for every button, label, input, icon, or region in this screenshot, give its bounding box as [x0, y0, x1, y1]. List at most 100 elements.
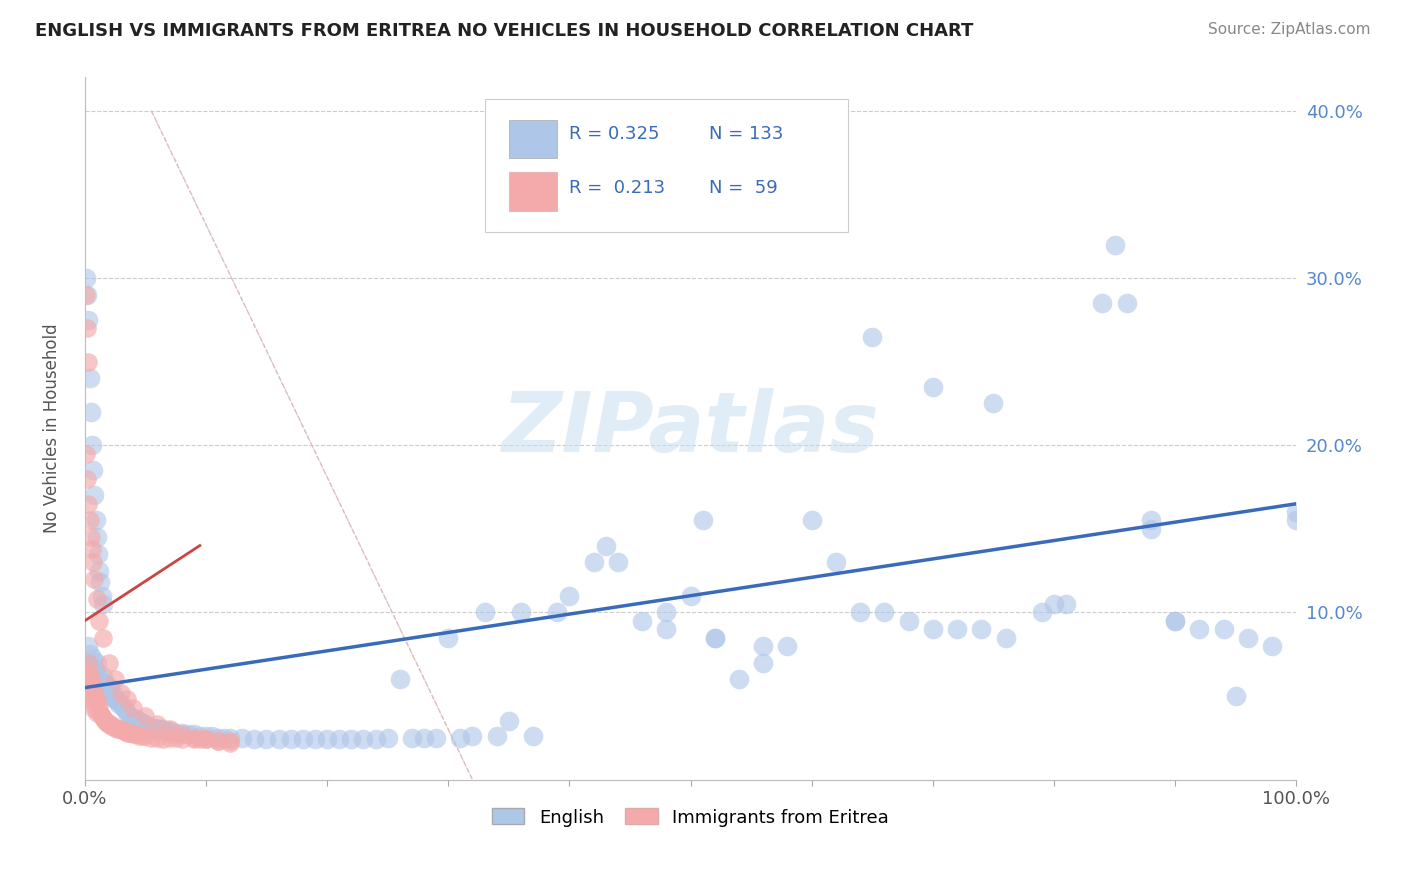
Point: [170, 727, 193, 741]
Point: [80, 438, 103, 452]
Point: [267, 732, 290, 747]
Point: [219, 731, 242, 745]
Point: [364, 732, 387, 747]
Point: [1164, 614, 1187, 628]
Point: [80, 541, 103, 556]
Point: [280, 732, 302, 747]
Point: [183, 731, 205, 745]
Point: [101, 719, 124, 733]
Point: [1140, 522, 1163, 536]
Point: [1261, 639, 1284, 653]
Point: [703, 631, 725, 645]
Point: [752, 656, 775, 670]
Point: [98, 681, 121, 695]
Point: [122, 713, 145, 727]
Point: [1091, 296, 1114, 310]
Point: [595, 539, 617, 553]
Point: [80, 664, 103, 678]
Point: [131, 715, 153, 730]
Point: [86, 692, 108, 706]
Point: [97, 679, 120, 693]
Point: [89, 706, 111, 720]
Text: R =  0.213: R = 0.213: [569, 178, 665, 196]
Point: [110, 698, 132, 712]
Point: [87, 673, 110, 687]
Point: [89, 575, 111, 590]
Point: [75, 271, 97, 285]
Point: [1115, 296, 1137, 310]
Point: [582, 555, 605, 569]
Point: [655, 606, 678, 620]
Y-axis label: No Vehicles in Household: No Vehicles in Household: [44, 324, 60, 533]
Point: [93, 681, 115, 695]
Point: [328, 732, 350, 747]
Point: [461, 729, 484, 743]
Point: [83, 660, 105, 674]
Point: [122, 700, 145, 714]
Point: [150, 723, 173, 737]
Point: [134, 729, 156, 743]
Point: [104, 692, 127, 706]
Point: [87, 547, 110, 561]
Point: [159, 731, 181, 745]
Point: [96, 684, 118, 698]
Point: [76, 681, 98, 695]
Text: N = 133: N = 133: [709, 125, 783, 143]
Point: [82, 698, 104, 712]
Point: [141, 721, 163, 735]
Point: [304, 732, 326, 747]
Point: [118, 709, 141, 723]
Point: [970, 622, 993, 636]
Point: [90, 589, 112, 603]
Point: [89, 673, 111, 687]
Point: [207, 731, 229, 745]
Point: [377, 731, 399, 745]
Text: R = 0.325: R = 0.325: [569, 125, 659, 143]
Point: [80, 681, 103, 695]
Point: [156, 724, 179, 739]
Point: [94, 714, 117, 728]
Point: [90, 684, 112, 698]
Point: [776, 639, 799, 653]
Point: [114, 702, 136, 716]
Point: [994, 631, 1017, 645]
Text: ZIPatlas: ZIPatlas: [502, 388, 879, 469]
Point: [127, 714, 149, 728]
Point: [897, 614, 920, 628]
Point: [84, 513, 107, 527]
Point: [86, 681, 108, 695]
Point: [219, 734, 242, 748]
Point: [134, 717, 156, 731]
Point: [243, 732, 266, 747]
Point: [80, 659, 103, 673]
Point: [1140, 513, 1163, 527]
Point: [849, 606, 872, 620]
Point: [183, 727, 205, 741]
Point: [146, 731, 169, 745]
Point: [122, 727, 145, 741]
Point: [83, 675, 105, 690]
Point: [91, 597, 114, 611]
Point: [82, 463, 104, 477]
Point: [316, 732, 339, 747]
Point: [485, 729, 508, 743]
Point: [873, 606, 896, 620]
Point: [219, 736, 242, 750]
Point: [100, 719, 122, 733]
Point: [728, 673, 751, 687]
Point: [104, 673, 127, 687]
Point: [97, 656, 120, 670]
Point: [97, 686, 120, 700]
Point: [98, 717, 121, 731]
Point: [606, 555, 628, 569]
Point: [146, 717, 169, 731]
Point: [77, 497, 100, 511]
Point: [449, 731, 471, 745]
Point: [112, 724, 135, 739]
Point: [115, 692, 138, 706]
Point: [103, 690, 125, 705]
Point: [800, 513, 823, 527]
Point: [860, 329, 883, 343]
Point: [118, 726, 141, 740]
Point: [83, 488, 105, 502]
